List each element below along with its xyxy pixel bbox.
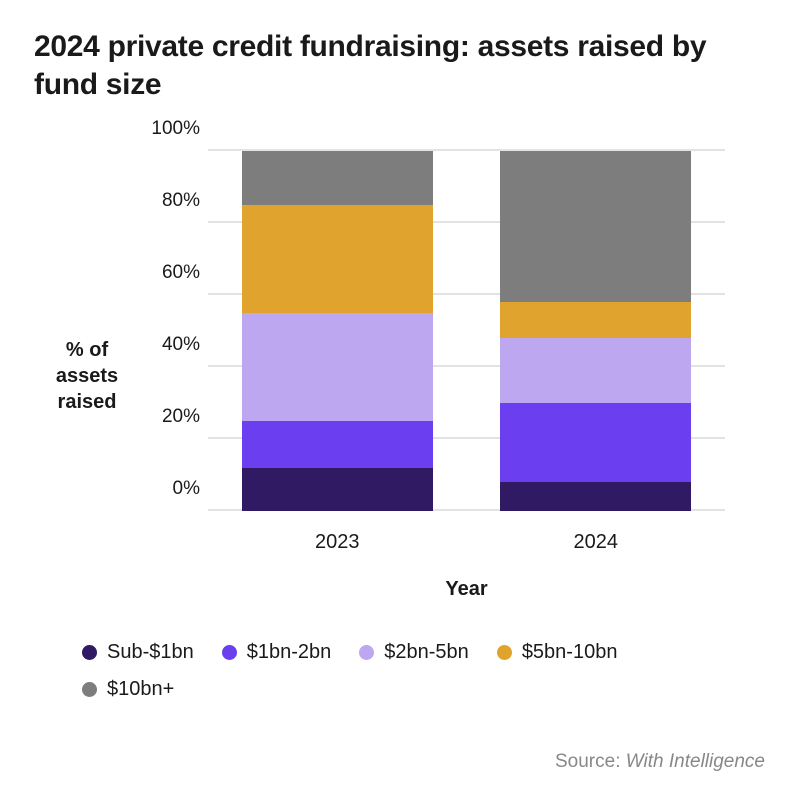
legend-swatch: [82, 682, 97, 697]
x-tick-label: 2023: [242, 531, 433, 554]
segment--1bn-2bn: [242, 421, 433, 468]
segment--2bn-5bn: [500, 338, 691, 403]
legend-item: Sub-$1bn: [82, 641, 194, 664]
legend-label: $5bn-10bn: [522, 641, 618, 664]
x-ticks: 2023 2024: [208, 531, 725, 554]
plot-region: 0%20%40%60%80%100%: [208, 151, 725, 511]
source-name: With Intelligence: [626, 751, 765, 772]
x-axis-label: Year: [208, 578, 725, 601]
segment-sub-1bn: [242, 468, 433, 511]
segment--5bn-10bn: [500, 302, 691, 338]
y-tick-label: 60%: [140, 262, 200, 284]
source-attribution: Source: With Intelligence: [555, 751, 765, 773]
legend-item: $2bn-5bn: [359, 641, 469, 664]
legend-item: $1bn-2bn: [222, 641, 332, 664]
segment--5bn-10bn: [242, 205, 433, 313]
x-tick-label: 2024: [500, 531, 691, 554]
legend-swatch: [222, 645, 237, 660]
bars-container: [208, 151, 725, 511]
legend-label: $1bn-2bn: [247, 641, 332, 664]
legend-swatch: [82, 645, 97, 660]
source-prefix: Source:: [555, 751, 626, 772]
segment--1bn-2bn: [500, 403, 691, 482]
legend: Sub-$1bn $1bn-2bn $2bn-5bn $5bn-10bn $10bn+: [82, 641, 712, 701]
bar-2024: [500, 151, 691, 511]
legend-item: $5bn-10bn: [497, 641, 618, 664]
segment--10bn-: [242, 151, 433, 205]
segment-sub-1bn: [500, 482, 691, 511]
y-tick-label: 80%: [140, 190, 200, 212]
legend-label: $10bn+: [107, 678, 174, 701]
legend-swatch: [359, 645, 374, 660]
legend-label: Sub-$1bn: [107, 641, 194, 664]
segment--10bn-: [500, 151, 691, 302]
y-tick-label: 20%: [140, 406, 200, 428]
legend-swatch: [497, 645, 512, 660]
segment--2bn-5bn: [242, 313, 433, 421]
chart-title: 2024 private credit fundraising: assets …: [34, 28, 765, 103]
y-tick-label: 100%: [140, 118, 200, 140]
legend-label: $2bn-5bn: [384, 641, 469, 664]
bar-2023: [242, 151, 433, 511]
y-axis-label: % of assets raised: [42, 337, 132, 415]
y-tick-label: 0%: [140, 478, 200, 500]
chart-area: % of assets raised 0%20%40%60%80%100% 20…: [42, 151, 765, 601]
legend-item: $10bn+: [82, 678, 174, 701]
y-tick-label: 40%: [140, 334, 200, 356]
